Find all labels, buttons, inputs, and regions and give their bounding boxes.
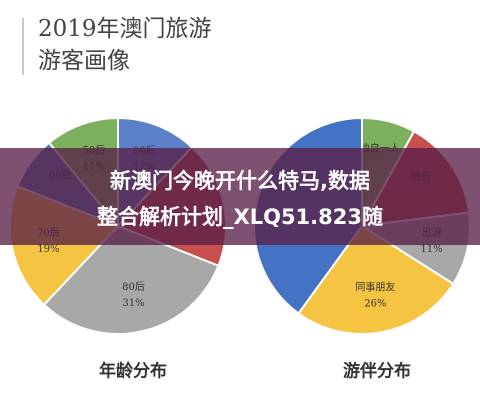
header-line: 2019年澳门旅游	[38, 16, 212, 42]
slice-label: 同事朋友	[355, 281, 395, 294]
banner-background	[0, 148, 480, 245]
slice-label: 80后	[122, 281, 145, 293]
slice-value-label: 26%	[364, 299, 386, 310]
slice-value-label: 11%	[420, 244, 442, 255]
banner-line: 新澳门今晚开什么特马,数据	[110, 169, 370, 193]
slice-value-label: 19%	[37, 244, 59, 255]
pie-slice	[297, 224, 455, 335]
slice-value-label: 31%	[122, 298, 144, 309]
header-line: 游客画像	[38, 48, 130, 74]
pie-slice	[42, 224, 220, 335]
chart-title: 年龄分布	[99, 361, 167, 382]
banner-line: 整合解析计划_XLQ51.823随	[97, 205, 383, 229]
chart-title: 游伴分布	[343, 361, 411, 382]
